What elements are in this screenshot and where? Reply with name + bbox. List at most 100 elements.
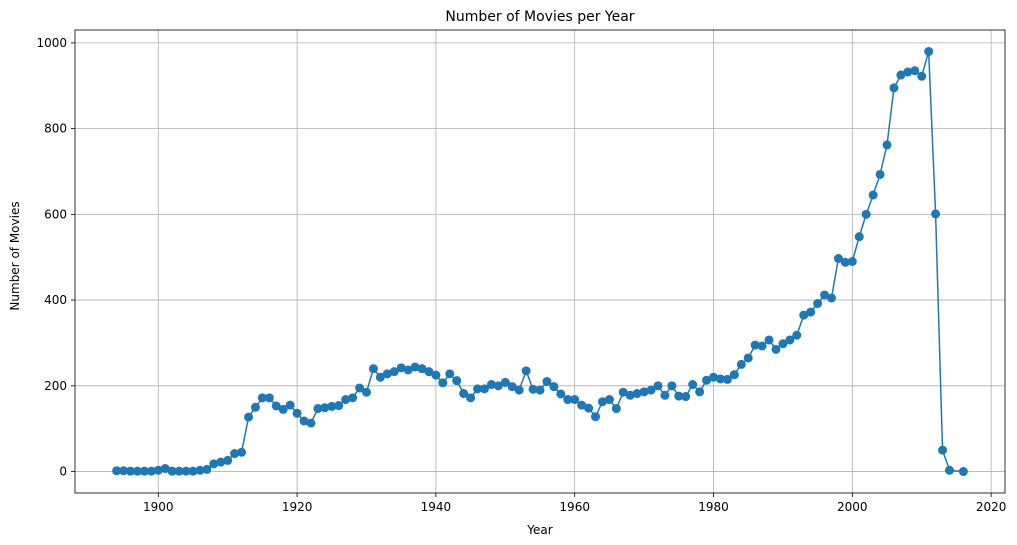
data-point — [160, 464, 170, 474]
data-point — [514, 385, 524, 395]
data-point — [882, 140, 892, 150]
data-point — [202, 464, 212, 474]
y-tick-label: 200 — [44, 379, 67, 393]
data-point — [743, 353, 753, 363]
data-point — [847, 257, 857, 266]
data-point — [924, 46, 934, 56]
data-point — [473, 384, 483, 394]
data-point — [646, 385, 656, 395]
data-point — [653, 381, 663, 391]
data-point — [639, 387, 649, 397]
data-point — [722, 374, 732, 384]
data-point — [223, 455, 233, 465]
plot-frame — [74, 29, 1006, 494]
data-point — [403, 365, 413, 375]
data-point — [667, 381, 677, 391]
data-point — [695, 387, 705, 397]
data-point — [500, 377, 510, 387]
data-point — [542, 377, 552, 387]
chart-title: Number of Movies per Year — [445, 9, 634, 25]
data-point — [493, 381, 503, 391]
data-point — [528, 384, 538, 394]
data-point — [556, 389, 566, 399]
data-point — [715, 374, 725, 384]
data-point — [785, 335, 795, 345]
x-tick-label: 1940 — [421, 500, 452, 514]
data-point — [778, 339, 788, 349]
data-point — [285, 400, 295, 410]
data-point — [306, 418, 316, 428]
data-point — [355, 383, 365, 393]
data-point — [382, 369, 392, 379]
data-point — [931, 209, 941, 219]
x-axis-label: Year — [526, 523, 552, 537]
data-point — [618, 387, 628, 397]
x-tick-label: 1920 — [282, 500, 313, 514]
series-points — [112, 46, 968, 477]
data-point — [112, 466, 122, 476]
data-point — [611, 404, 621, 414]
data-point — [396, 363, 406, 373]
data-point — [549, 382, 559, 392]
data-point — [736, 359, 746, 369]
data-point — [729, 370, 739, 380]
data-point — [459, 389, 469, 399]
data-point — [854, 232, 864, 242]
data-point — [903, 67, 913, 77]
data-point — [250, 402, 260, 412]
data-point — [889, 83, 899, 93]
data-point — [563, 395, 573, 405]
data-point — [750, 340, 760, 350]
grid-lines — [75, 30, 1005, 493]
data-point — [417, 364, 427, 374]
data-point — [570, 395, 580, 405]
data-point — [327, 401, 337, 411]
data-point — [237, 447, 247, 457]
data-point — [771, 344, 781, 354]
data-point — [375, 372, 385, 382]
data-point — [944, 465, 954, 475]
data-point — [917, 71, 927, 81]
data-point — [271, 401, 281, 411]
data-point — [688, 380, 698, 390]
data-point — [195, 465, 205, 475]
x-tick-label: 1960 — [559, 500, 590, 514]
data-point — [278, 404, 288, 414]
data-point — [153, 465, 163, 475]
data-point — [840, 257, 850, 267]
data-point — [313, 404, 323, 414]
data-point — [320, 403, 330, 413]
data-point — [958, 467, 968, 477]
data-point — [167, 466, 177, 476]
data-point — [410, 362, 420, 372]
data-point — [597, 397, 607, 407]
data-point — [660, 390, 670, 400]
data-point — [216, 457, 226, 467]
data-point — [292, 408, 302, 418]
data-point — [299, 416, 309, 426]
data-point — [188, 466, 198, 476]
data-point — [445, 369, 455, 379]
data-point — [264, 393, 274, 403]
data-point — [361, 387, 371, 397]
x-tick-label: 2020 — [976, 500, 1007, 514]
data-point — [466, 393, 476, 403]
data-point — [452, 376, 462, 386]
data-point — [424, 367, 434, 377]
data-point — [625, 390, 635, 400]
x-tick-label: 2000 — [837, 500, 868, 514]
y-axis-label: Number of Movies — [8, 201, 22, 310]
data-point — [209, 459, 219, 469]
data-point — [126, 466, 136, 476]
data-point — [584, 403, 594, 413]
data-point — [119, 466, 129, 476]
data-point — [938, 445, 948, 455]
data-point — [348, 393, 358, 403]
axis-ticks: 1900 1920 1940 1960 1980 2000 2020 0 200 400 600 80… — [36, 36, 1006, 514]
data-point — [431, 370, 441, 380]
data-point — [181, 466, 191, 476]
data-point — [438, 378, 448, 388]
data-point — [132, 466, 142, 476]
y-tick-label: 1000 — [36, 36, 67, 50]
